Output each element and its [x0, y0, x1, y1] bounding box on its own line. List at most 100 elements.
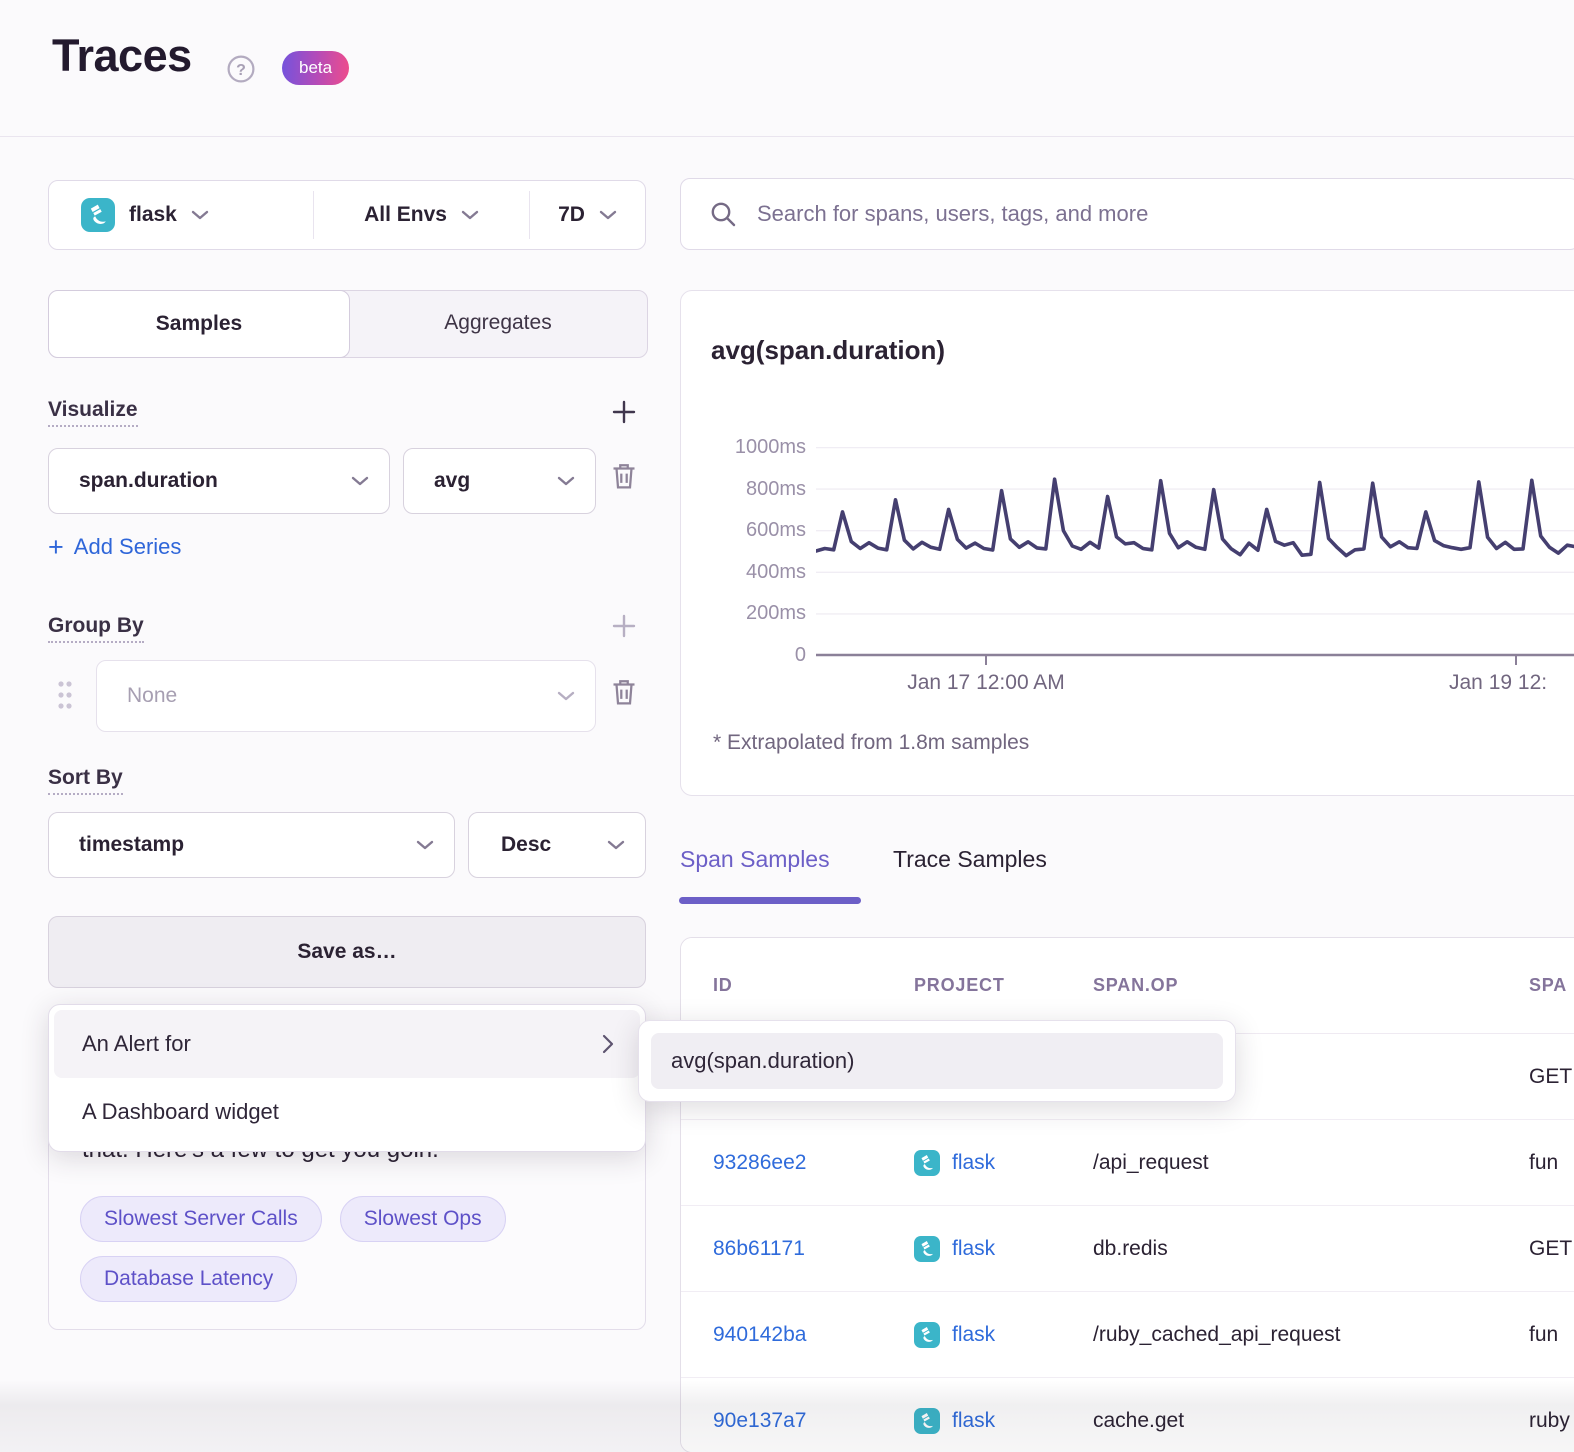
active-tab-underline	[679, 897, 861, 904]
flask-project-icon	[914, 1149, 940, 1176]
delete-group-by-icon[interactable]	[612, 678, 636, 709]
span-description-cell: ruby	[1529, 1408, 1570, 1432]
alert-submenu: avg(span.duration)	[638, 1020, 1236, 1102]
chart-gridlines	[816, 447, 1574, 615]
menu-item-alert[interactable]: An Alert for	[54, 1010, 640, 1078]
save-as-button[interactable]: Save as…	[48, 916, 646, 988]
visualize-field-select[interactable]: span.duration	[48, 448, 390, 514]
search-bar	[680, 178, 1574, 250]
project-link[interactable]: flask	[952, 1236, 996, 1260]
project-cell: flask	[914, 1149, 1093, 1176]
beta-badge: beta	[282, 51, 350, 85]
delete-series-icon[interactable]	[612, 462, 636, 493]
project-cell: flask	[914, 1235, 1093, 1262]
tab-samples[interactable]: Samples	[48, 290, 350, 358]
page-header: Traces ? beta	[0, 0, 1574, 137]
span-id-link[interactable]: 86b61171	[713, 1236, 805, 1260]
column-header-id[interactable]: ID	[713, 975, 733, 995]
environment-filter[interactable]: All Envs	[314, 181, 529, 249]
search-input[interactable]	[755, 200, 1574, 228]
y-axis-tick-label: 400ms	[745, 560, 806, 583]
project-link[interactable]: flask	[952, 1150, 996, 1174]
plus-icon: +	[48, 532, 64, 562]
y-axis-tick-label: 800ms	[745, 477, 806, 500]
add-series-label: Add Series	[73, 534, 182, 559]
span-op-cell: /ruby_cached_api_request	[1093, 1322, 1341, 1346]
span-id-cell: 90e137a7	[713, 1409, 914, 1433]
group-by-select[interactable]: None	[96, 660, 596, 732]
date-range-value: 7D	[558, 203, 585, 226]
tab-trace-samples[interactable]: Trace Samples	[893, 846, 1047, 872]
page-filter-bar: flask All Envs 7D	[48, 180, 646, 250]
chevron-down-icon	[557, 691, 575, 701]
date-range-filter[interactable]: 7D	[530, 181, 645, 249]
column-header-span-op[interactable]: SPAN.OP	[1093, 975, 1179, 995]
filter-divider	[313, 191, 314, 239]
duration-line-chart[interactable]	[816, 447, 1574, 677]
add-series-link[interactable]: + Add Series	[48, 532, 182, 562]
help-icon[interactable]: ?	[226, 54, 256, 89]
suggested-query-chips: Slowest Server Calls Slowest Ops Database …	[80, 1196, 600, 1302]
project-cell: flask	[914, 1321, 1093, 1348]
svg-text:?: ?	[236, 62, 246, 79]
suggested-query-chip[interactable]: Slowest Ops	[339, 1196, 506, 1242]
mode-segmented-control: Samples Aggregates	[48, 290, 648, 358]
y-axis-tick-label: 1000ms	[734, 436, 806, 458]
span-id-cell: 86b61171	[713, 1237, 914, 1261]
span-id-link[interactable]: 940142ba	[713, 1322, 807, 1346]
chart-y-axis: 1000ms 800ms 600ms 400ms 200ms 0	[681, 291, 806, 711]
flask-project-icon	[81, 198, 115, 232]
sort-field-select[interactable]: timestamp	[48, 812, 455, 878]
chevron-right-icon	[602, 1034, 614, 1054]
span-samples-table: ID PROJECT SPAN.OP SPA GET 93286ee2 flask /…	[680, 937, 1574, 1452]
column-header-span-description[interactable]: SPA	[1529, 975, 1568, 995]
y-axis-tick-label: 200ms	[745, 602, 806, 625]
span-op-cell: db.redis	[1093, 1236, 1168, 1260]
span-description-cell: fun	[1529, 1150, 1559, 1174]
span-id-link[interactable]: 90e137a7	[713, 1408, 807, 1432]
project-link[interactable]: flask	[952, 1408, 996, 1432]
table-row[interactable]: 86b61171 flask db.redis GET	[681, 1206, 1574, 1292]
filter-divider	[529, 191, 530, 239]
suggested-query-chip[interactable]: Slowest Server Calls	[80, 1196, 322, 1242]
drag-handle-icon[interactable]	[56, 678, 74, 717]
table-row[interactable]: 940142ba flask/ruby_cached_api_request fun	[681, 1292, 1574, 1378]
tab-aggregates[interactable]: Aggregates	[444, 311, 552, 334]
group-by-value: None	[127, 684, 178, 707]
span-description-cell: GET	[1529, 1236, 1573, 1260]
table-row[interactable]: 90e137a7 flask cache.get ruby	[681, 1378, 1574, 1452]
column-header-project[interactable]: PROJECT	[914, 975, 1005, 995]
submenu-item-avg-span-duration[interactable]: avg(span.duration)	[651, 1033, 1223, 1089]
sort-direction-value: Desc	[501, 833, 552, 856]
sort-direction-select[interactable]: Desc	[468, 812, 646, 878]
project-filter[interactable]: flask	[49, 181, 313, 249]
chevron-down-icon	[607, 840, 625, 850]
flask-project-icon	[914, 1235, 940, 1262]
table-row[interactable]: 93286ee2 flask/api_request fun	[681, 1120, 1574, 1206]
flask-project-icon	[914, 1407, 940, 1434]
menu-item-dashboard-widget[interactable]: A Dashboard widget	[54, 1078, 640, 1146]
add-visualize-button[interactable]	[610, 398, 638, 429]
span-table-body: GET 93286ee2 flask/api_request fun 86b61171 f…	[681, 1034, 1574, 1452]
tab-span-samples[interactable]: Span Samples	[680, 846, 830, 872]
chevron-down-icon	[191, 210, 209, 220]
chart-line	[816, 477, 1574, 558]
menu-item-dashboard-widget-label: A Dashboard widget	[82, 1099, 279, 1124]
save-as-menu: An Alert for A Dashboard widget	[48, 1004, 646, 1152]
span-description-cell: GET	[1529, 1064, 1573, 1088]
chevron-down-icon	[557, 476, 575, 486]
x-axis-tick-label: Jan 17 12:00 AM	[907, 671, 1065, 694]
visualize-heading: Visualize	[48, 398, 138, 427]
page-title: Traces	[52, 30, 192, 81]
search-icon	[711, 202, 736, 227]
x-axis-tick-label: Jan 19 12:	[1449, 671, 1548, 694]
project-link[interactable]: flask	[952, 1322, 996, 1346]
visualize-aggregate-select[interactable]: avg	[403, 448, 596, 514]
y-axis-tick-label: 0	[794, 644, 806, 666]
chevron-down-icon	[351, 476, 369, 486]
add-group-by-button[interactable]	[610, 612, 638, 643]
suggested-query-chip[interactable]: Database Latency	[80, 1256, 298, 1302]
span-id-link[interactable]: 93286ee2	[713, 1150, 807, 1174]
environment-filter-value: All Envs	[364, 203, 447, 226]
